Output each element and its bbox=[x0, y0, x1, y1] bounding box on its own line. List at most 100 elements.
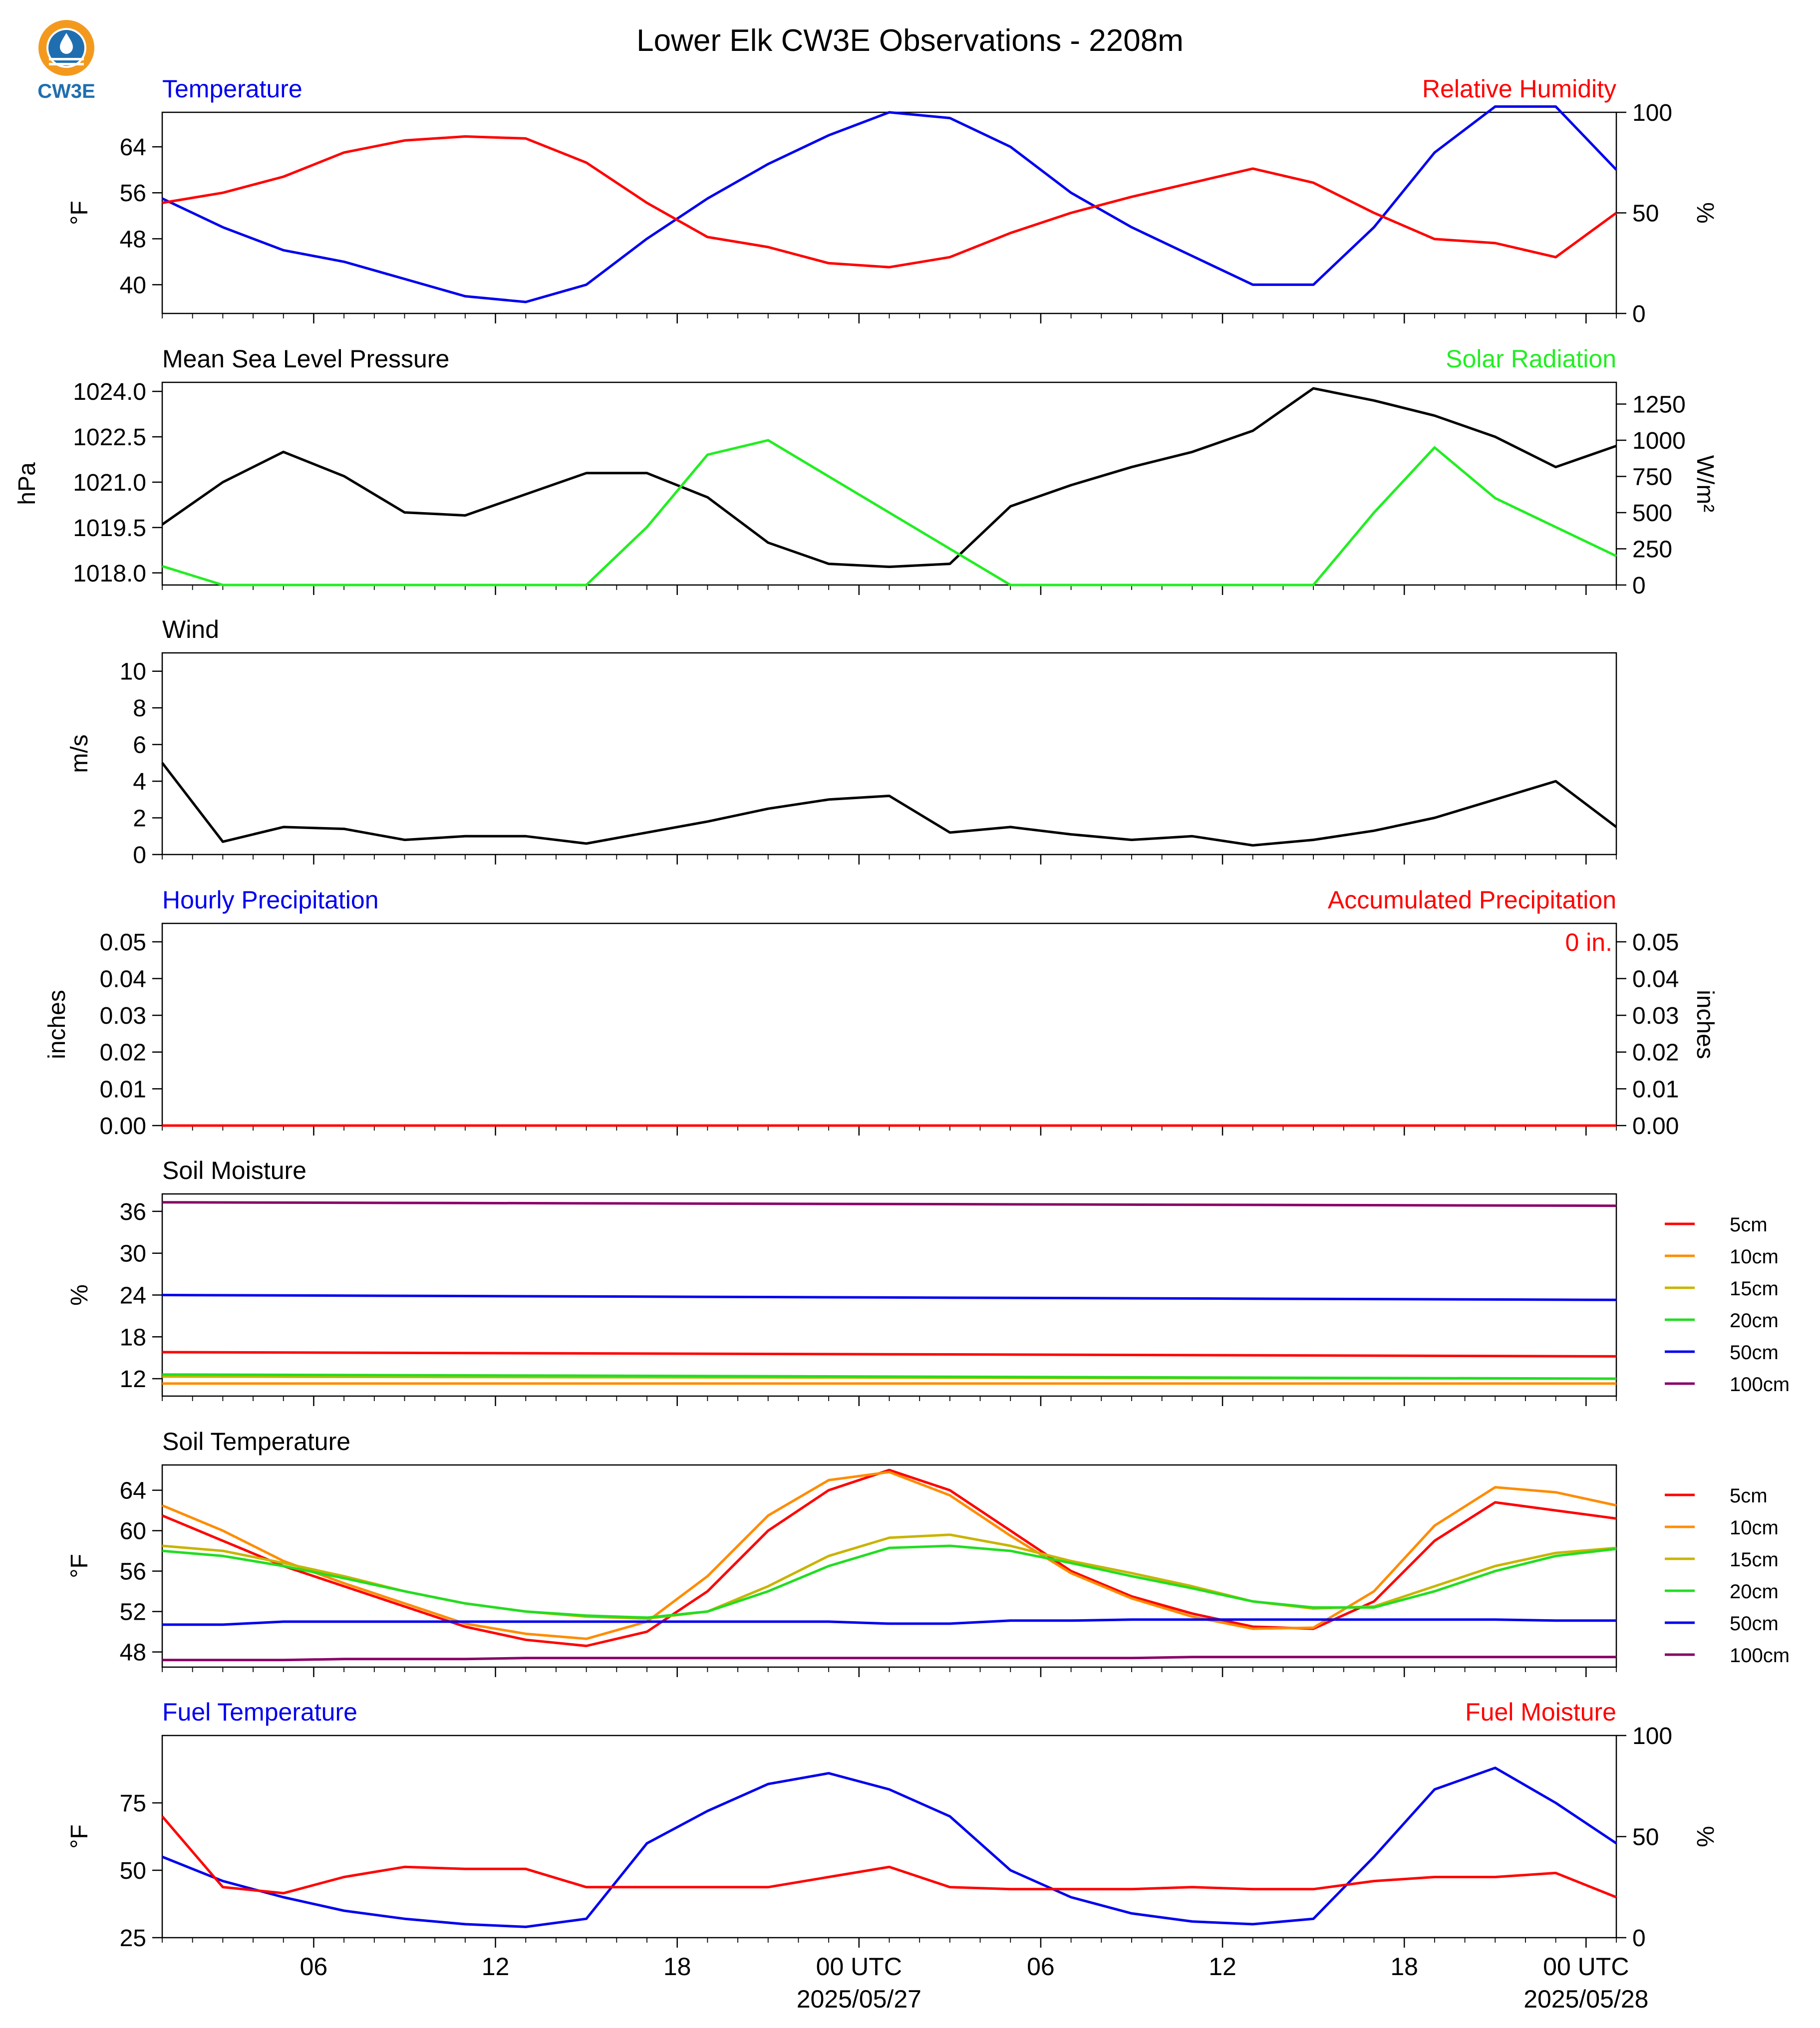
y-tick-label: 64 bbox=[120, 134, 146, 161]
y2-tick-label: 50 bbox=[1632, 201, 1659, 227]
y-tick-label: 1024.0 bbox=[73, 379, 146, 405]
series-line-50cm bbox=[162, 1618, 1616, 1626]
x-tick-label: 12 bbox=[482, 1953, 510, 1981]
x-date-label: 2025/05/27 bbox=[797, 1985, 921, 2013]
y2-tick-label: 0.02 bbox=[1632, 1040, 1679, 1066]
series-line-20cm bbox=[162, 1373, 1617, 1380]
y2-tick-label: 100 bbox=[1632, 1723, 1672, 1749]
y2-tick-label: 500 bbox=[1632, 500, 1672, 527]
legend-label: 20cm bbox=[1730, 1581, 1779, 1603]
y-tick-label: 56 bbox=[120, 1559, 146, 1585]
x-tick-label: 00 UTC bbox=[816, 1953, 902, 1981]
y-tick-label: 18 bbox=[120, 1324, 146, 1351]
series-line-20cm bbox=[162, 1544, 1617, 1619]
legend-label: 100cm bbox=[1730, 1374, 1790, 1396]
y-tick-label: 4 bbox=[133, 769, 146, 795]
y-axis-unit: % bbox=[66, 1284, 93, 1306]
legend-label: 5cm bbox=[1730, 1214, 1768, 1236]
y2-tick-label: 1000 bbox=[1632, 428, 1686, 454]
y2-tick-label: 0 bbox=[1632, 573, 1646, 599]
y-tick-label: 40 bbox=[120, 272, 146, 298]
panel-precip: Hourly Precipitation Accumulated Precipit… bbox=[44, 886, 1718, 1140]
y-tick-label: 1021.0 bbox=[73, 470, 146, 496]
y2-tick-label: 750 bbox=[1632, 464, 1672, 491]
panel-fuel: Fuel Temperature Fuel Moisture 25 50 75 °F 0 50… bbox=[66, 1698, 1718, 1952]
x-tick-label: 18 bbox=[663, 1953, 691, 1981]
legend-label: 100cm bbox=[1730, 1645, 1790, 1667]
y2-tick-label: 0.04 bbox=[1632, 966, 1679, 992]
panel-frame bbox=[161, 1735, 1617, 1939]
panel-right-title: Relative Humidity bbox=[1422, 75, 1616, 103]
legend-label: 50cm bbox=[1730, 1613, 1779, 1635]
legend-label: 15cm bbox=[1730, 1278, 1779, 1300]
y-tick-label: 0.00 bbox=[100, 1113, 146, 1140]
panel-frame bbox=[161, 381, 1617, 586]
y2-tick-label: 250 bbox=[1632, 537, 1672, 563]
y-tick-label: 24 bbox=[120, 1283, 146, 1309]
legend-label: 15cm bbox=[1730, 1549, 1779, 1571]
legend-label: 10cm bbox=[1730, 1517, 1779, 1539]
panel-left-title: Soil Moisture bbox=[162, 1157, 306, 1184]
y2-tick-label: 0.01 bbox=[1632, 1076, 1679, 1103]
y-tick-label: 56 bbox=[120, 180, 146, 207]
series-line-relative-humidity bbox=[162, 135, 1617, 269]
y-tick-label: 6 bbox=[133, 732, 146, 759]
panel-pressure-solar: Mean Sea Level Pressure Solar Radiation 10… bbox=[14, 345, 1718, 599]
y-axis-unit: inches bbox=[44, 990, 70, 1059]
y2-tick-label: 0 bbox=[1632, 1925, 1646, 1952]
panel-left-title: Fuel Temperature bbox=[162, 1698, 357, 1726]
series-line-5cm bbox=[162, 1351, 1617, 1358]
panel-left-title: Temperature bbox=[162, 75, 303, 103]
y-tick-label: 1019.5 bbox=[73, 515, 146, 542]
y-axis-unit: °F bbox=[66, 1824, 93, 1849]
legend-label: 50cm bbox=[1730, 1342, 1779, 1364]
legend-label: 5cm bbox=[1730, 1485, 1768, 1507]
y-tick-label: 48 bbox=[120, 1640, 146, 1666]
y2-tick-label: 0 bbox=[1632, 301, 1646, 327]
y-tick-label: 8 bbox=[133, 695, 146, 722]
y2-axis-unit: % bbox=[1692, 1826, 1718, 1847]
y-tick-label: 30 bbox=[120, 1241, 146, 1267]
legend-label: 20cm bbox=[1730, 1310, 1779, 1332]
y-axis-unit: °F bbox=[66, 1554, 93, 1578]
y2-axis-unit: W/m² bbox=[1692, 455, 1718, 513]
series-line-100cm bbox=[162, 1656, 1616, 1662]
y-tick-label: 25 bbox=[120, 1925, 146, 1952]
panel-right-title: Solar Radiation bbox=[1446, 345, 1616, 373]
figure-title: Lower Elk CW3E Observations - 2208m bbox=[636, 23, 1184, 58]
panel-wind: Wind 0 2 4 6 8 10 m/s bbox=[66, 615, 1617, 869]
y-tick-label: 2 bbox=[133, 806, 146, 832]
logo-text: CW3E bbox=[37, 80, 95, 102]
x-tick-label: 06 bbox=[1027, 1953, 1055, 1981]
panel-frame bbox=[161, 922, 1617, 1127]
panel-frame bbox=[161, 111, 1617, 314]
legend-label: 10cm bbox=[1730, 1246, 1779, 1268]
y-tick-label: 12 bbox=[120, 1366, 146, 1393]
legend: 5cm 10cm 15cm 20cm 50cm 100cm bbox=[1665, 1214, 1790, 1396]
series-line-temperature bbox=[161, 105, 1617, 303]
y-tick-label: 48 bbox=[120, 226, 146, 253]
y-tick-label: 10 bbox=[120, 659, 146, 685]
y2-axis-unit: % bbox=[1692, 202, 1718, 224]
x-date-label: 2025/05/28 bbox=[1523, 1985, 1648, 2013]
y-tick-label: 0.04 bbox=[100, 966, 146, 992]
y2-tick-label: 50 bbox=[1632, 1824, 1659, 1851]
panel-soil-temp: Soil Temperature 48 52 56 60 64 °F 5cm 10cm 15cm 2… bbox=[66, 1428, 1790, 1677]
panel-left-title: Hourly Precipitation bbox=[162, 886, 379, 914]
y-tick-label: 0.03 bbox=[100, 1003, 146, 1029]
series-line-wind bbox=[161, 762, 1617, 847]
panel-left-title: Mean Sea Level Pressure bbox=[162, 345, 449, 373]
series-line-100cm bbox=[162, 1201, 1617, 1207]
y-tick-label: 64 bbox=[120, 1478, 146, 1504]
y-tick-label: 36 bbox=[120, 1199, 146, 1225]
series-line-fuel-temperature bbox=[162, 1766, 1617, 1928]
water-drop-icon bbox=[60, 33, 73, 54]
y-tick-label: 1022.5 bbox=[73, 424, 146, 451]
panel-frame bbox=[161, 652, 1617, 856]
y2-tick-label: 0.05 bbox=[1632, 929, 1679, 956]
legend: 5cm 10cm 15cm 20cm 50cm 100cm bbox=[1665, 1485, 1790, 1667]
y2-tick-label: 1250 bbox=[1632, 392, 1686, 418]
series-line-10cm bbox=[162, 1470, 1617, 1640]
